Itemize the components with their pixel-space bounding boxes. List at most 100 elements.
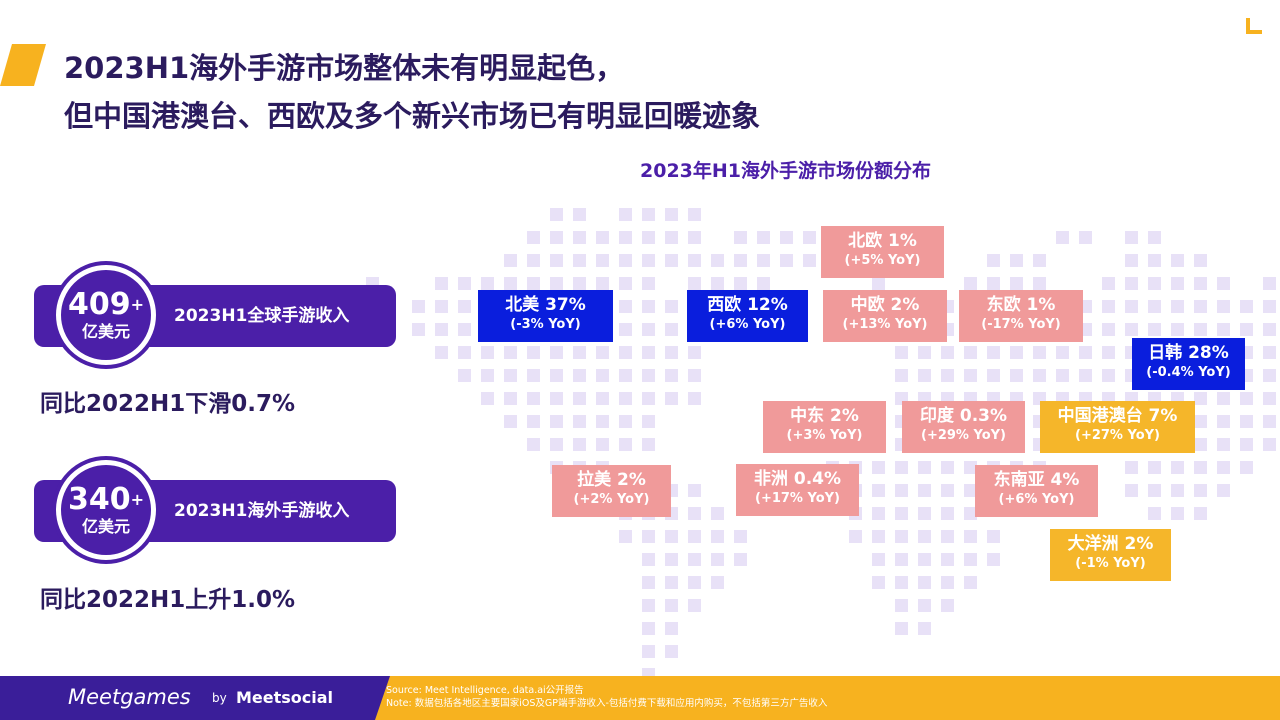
map-dot <box>1125 461 1138 474</box>
map-dot <box>1125 254 1138 267</box>
map-dot <box>573 392 586 405</box>
map-dot <box>527 231 540 244</box>
map-dot <box>1194 507 1207 520</box>
map-dot <box>1263 346 1276 359</box>
footer-brand-area: Meetgames by Meetsocial <box>0 676 390 720</box>
map-dot <box>573 254 586 267</box>
map-dot <box>1125 484 1138 497</box>
map-dot <box>642 415 655 428</box>
kpi-unit: 亿美元 <box>81 322 130 341</box>
map-dot <box>596 254 609 267</box>
map-dot <box>412 300 425 313</box>
map-dot <box>642 553 655 566</box>
region-yoy: (+29% YoY) <box>921 428 1006 443</box>
region-yoy: (+5% YoY) <box>844 253 921 268</box>
map-dot <box>458 369 471 382</box>
map-dot <box>481 346 494 359</box>
kpi-global-note: 同比2022H1下滑0.7% <box>40 391 296 417</box>
map-dot <box>435 277 448 290</box>
region-name: 北美 37% <box>505 295 586 315</box>
map-dot <box>1171 300 1184 313</box>
map-dot <box>1240 461 1253 474</box>
map-dot <box>642 300 655 313</box>
map-dot <box>918 346 931 359</box>
map-dot <box>1010 254 1023 267</box>
map-dot <box>1240 323 1253 336</box>
map-dot <box>688 484 701 497</box>
map-dot <box>642 346 655 359</box>
region-southeast-asia: 东南亚 4% (+6% YoY) <box>975 465 1098 517</box>
map-dot <box>1010 369 1023 382</box>
region-north-europe: 北欧 1% (+5% YoY) <box>821 226 944 278</box>
map-dot <box>665 369 678 382</box>
map-dot <box>872 507 885 520</box>
map-dot <box>1102 323 1115 336</box>
map-dot <box>435 323 448 336</box>
map-dot <box>1263 438 1276 451</box>
map-dot <box>642 599 655 612</box>
map-dot <box>665 576 678 589</box>
region-greater-china: 中国港澳台 7% (+27% YoY) <box>1040 401 1195 453</box>
map-dot <box>1217 484 1230 497</box>
map-dot <box>987 346 1000 359</box>
map-dot <box>642 254 655 267</box>
map-dot <box>918 461 931 474</box>
map-dot <box>688 599 701 612</box>
map-dot <box>895 369 908 382</box>
region-name: 大洋洲 2% <box>1067 534 1154 554</box>
region-yoy: (+6% YoY) <box>709 317 786 332</box>
map-dot <box>596 231 609 244</box>
map-dot <box>665 346 678 359</box>
map-dot <box>895 461 908 474</box>
map-dot <box>1125 323 1138 336</box>
map-dot <box>619 300 632 313</box>
map-dot <box>619 323 632 336</box>
map-dot <box>1056 346 1069 359</box>
map-dot <box>688 530 701 543</box>
map-dot <box>1010 346 1023 359</box>
accent-bar <box>0 44 46 86</box>
map-dot <box>1263 392 1276 405</box>
map-dot <box>1033 369 1046 382</box>
map-dot <box>596 392 609 405</box>
map-dot <box>711 254 724 267</box>
region-latam: 拉美 2% (+2% YoY) <box>552 465 671 517</box>
map-dot <box>1217 392 1230 405</box>
map-dot <box>1194 323 1207 336</box>
map-dot <box>412 323 425 336</box>
map-dot <box>527 369 540 382</box>
map-dot <box>918 369 931 382</box>
note-line: Note: 数据包括各地区主要国家iOS及GP端手游收入-包括付费下载和应用内购… <box>386 698 828 709</box>
map-dot <box>665 254 678 267</box>
region-name: 东欧 1% <box>986 295 1056 315</box>
map-dot <box>458 346 471 359</box>
map-dot <box>550 415 563 428</box>
map-dot <box>1148 507 1161 520</box>
kpi-unit: 亿美元 <box>81 517 130 536</box>
map-dot <box>734 553 747 566</box>
map-dot <box>573 438 586 451</box>
region-africa: 非洲 0.4% (+17% YoY) <box>736 464 859 516</box>
map-dot <box>734 277 747 290</box>
map-dot <box>1217 300 1230 313</box>
region-yoy: (+17% YoY) <box>755 491 840 506</box>
map-dot <box>573 369 586 382</box>
map-dot <box>665 231 678 244</box>
region-yoy: (+27% YoY) <box>1075 428 1160 443</box>
map-dot <box>1263 277 1276 290</box>
map-dot <box>573 415 586 428</box>
map-dot <box>734 231 747 244</box>
map-dot <box>1148 484 1161 497</box>
map-dot <box>642 438 655 451</box>
map-dot <box>596 369 609 382</box>
map-dot <box>596 438 609 451</box>
region-name: 北欧 1% <box>848 231 917 251</box>
kpi-plus: + <box>130 295 145 314</box>
map-dot <box>527 438 540 451</box>
map-dot <box>688 346 701 359</box>
map-dot <box>1240 438 1253 451</box>
region-name: 西欧 12% <box>707 295 788 315</box>
map-dot <box>642 622 655 635</box>
map-dot <box>665 323 678 336</box>
map-dot <box>987 553 1000 566</box>
